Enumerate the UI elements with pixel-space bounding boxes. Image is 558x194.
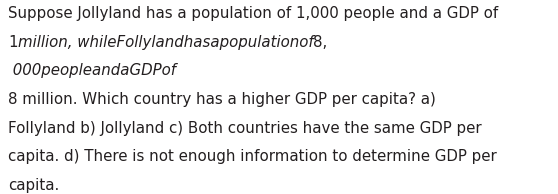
Text: million, whileFollylandhasapopulationof: million, whileFollylandhasapopulationof [18,35,314,49]
Text: 000peopleandaGDPof: 000peopleandaGDPof [8,63,176,78]
Text: capita. d) There is not enough information to determine GDP per: capita. d) There is not enough informati… [8,149,497,164]
Text: 8 million. Which country has a higher GDP per capita? a): 8 million. Which country has a higher GD… [8,92,436,107]
Text: capita.: capita. [8,178,60,193]
Text: 1: 1 [8,35,18,49]
Text: Follyland b) Jollyland c) Both countries have the same GDP per: Follyland b) Jollyland c) Both countries… [8,121,482,136]
Text: 8,: 8, [314,35,328,49]
Text: Suppose Jollyland has a population of 1,000 people and a GDP of: Suppose Jollyland has a population of 1,… [8,6,499,21]
